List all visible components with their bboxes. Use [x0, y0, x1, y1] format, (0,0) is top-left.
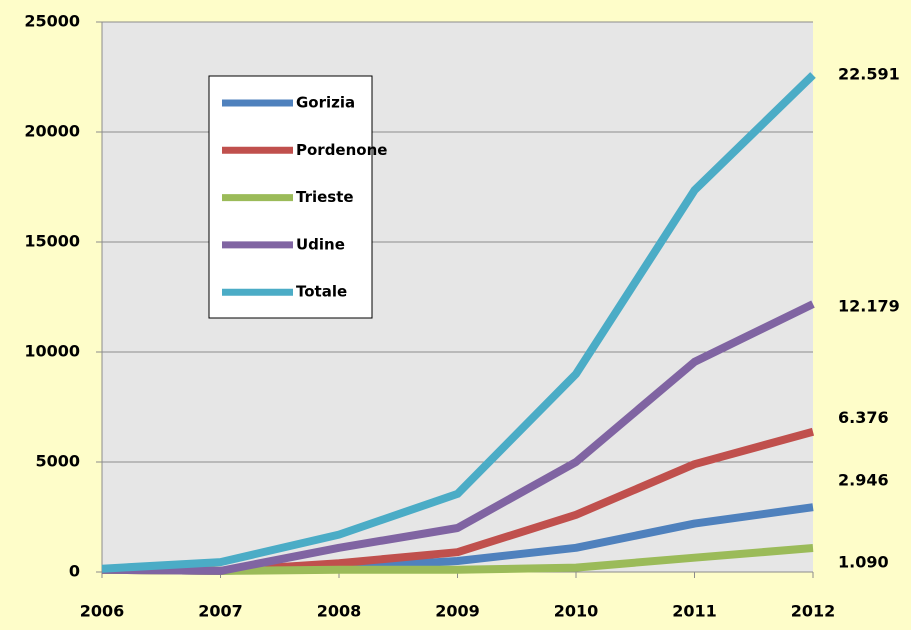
legend-label: Pordenone	[296, 141, 387, 159]
x-tick-label: 2012	[791, 602, 836, 621]
x-tick-label: 2006	[80, 602, 125, 621]
y-tick-label: 0	[69, 562, 80, 581]
legend-label: Totale	[296, 283, 347, 301]
legend: Gorizia Pordenone Trieste Udine Totale	[208, 75, 387, 319]
axes: 0 5000 10000 15000 20000 25000 2006 2007 2008 200…	[24, 12, 835, 621]
y-tick-label: 15000	[24, 232, 80, 251]
data-label: 1.090	[838, 553, 889, 572]
x-tick-label: 2010	[554, 602, 599, 621]
x-tick-label: 2011	[672, 602, 717, 621]
y-tick-label: 20000	[24, 122, 80, 141]
data-label: 22.591	[838, 64, 900, 83]
legend-label: Trieste	[296, 188, 354, 206]
lines	[101, 72, 816, 575]
y-tick-label: 5000	[35, 452, 80, 471]
x-tick-label: 2008	[317, 602, 362, 621]
x-tick-label: 2009	[435, 602, 480, 621]
y-tick-label: 10000	[24, 342, 80, 361]
data-label: 6.376	[838, 408, 889, 427]
legend-label: Gorizia	[296, 94, 355, 112]
data-label: 12.179	[838, 297, 900, 316]
data-label: 2.946	[838, 471, 889, 490]
x-tick-label: 2007	[198, 602, 243, 621]
series-line	[101, 300, 815, 575]
y-tick-label: 25000	[24, 12, 80, 31]
legend-label: Udine	[296, 235, 345, 253]
series-line	[101, 72, 816, 573]
